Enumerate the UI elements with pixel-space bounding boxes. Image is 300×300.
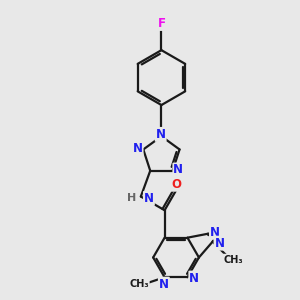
- Text: N: N: [159, 278, 169, 291]
- Text: O: O: [171, 178, 182, 191]
- Text: F: F: [158, 17, 165, 30]
- Text: N: N: [144, 192, 154, 205]
- Text: H: H: [127, 194, 136, 203]
- Text: CH₃: CH₃: [129, 279, 149, 289]
- Text: N: N: [156, 128, 166, 141]
- Text: N: N: [173, 164, 183, 176]
- Text: N: N: [210, 226, 220, 239]
- Text: N: N: [189, 272, 199, 284]
- Text: CH₃: CH₃: [223, 254, 243, 265]
- Text: N: N: [133, 142, 142, 155]
- Text: N: N: [214, 237, 224, 250]
